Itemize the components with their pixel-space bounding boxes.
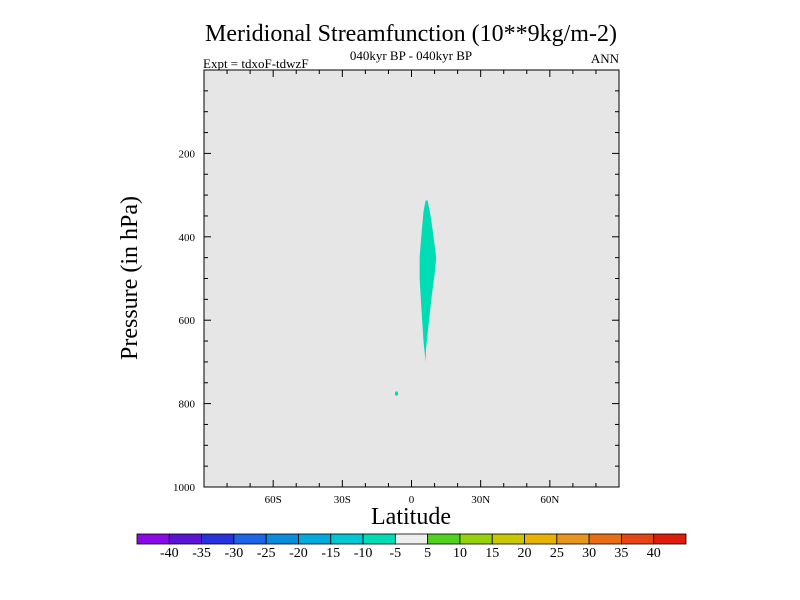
colorbar: -40 -35 -30 -25 -20 -15 -10 -5 5 10 15 20 25 30 35 40 bbox=[136, 533, 687, 561]
colorbar-label: 20 bbox=[518, 546, 532, 561]
plot-background bbox=[204, 70, 619, 487]
chart-title: Meridional Streamfunction (10**9kg/m-2) bbox=[205, 21, 617, 47]
plot-area bbox=[203, 69, 620, 488]
chart-subtitle: 040kyr BP - 040kyr BP bbox=[350, 48, 472, 63]
colorbar-swatch bbox=[491, 533, 525, 545]
colorbar-swatch bbox=[330, 533, 364, 545]
small-negative-blob bbox=[394, 391, 399, 396]
experiment-label: Expt = tdxoF-tdwzF bbox=[203, 56, 309, 71]
colorbar-label: 35 bbox=[614, 546, 628, 561]
y-tick-label: 600 bbox=[179, 315, 196, 327]
x-tick-label: 0 bbox=[409, 494, 415, 506]
colorbar-label: 25 bbox=[550, 546, 564, 561]
colorbar-swatch bbox=[298, 533, 332, 545]
x-axis: 60S 30S 0 30N 60N bbox=[203, 70, 620, 506]
colorbar-swatch bbox=[653, 533, 687, 545]
y-tick-label: 200 bbox=[179, 148, 196, 160]
colorbar-swatch bbox=[201, 533, 235, 545]
colorbar-label: -5 bbox=[390, 546, 402, 561]
y-axis-label: Pressure (in hPa) bbox=[117, 196, 143, 360]
colorbar-label: -20 bbox=[289, 546, 308, 561]
y-tick-label: 400 bbox=[179, 232, 196, 244]
colorbar-swatch bbox=[427, 533, 461, 545]
y-axis: 200 400 600 800 1000 bbox=[173, 69, 619, 494]
colorbar-swatch bbox=[362, 533, 396, 545]
colorbar-label: -40 bbox=[160, 546, 179, 561]
colorbar-swatch bbox=[621, 533, 655, 545]
y-tick-label: 800 bbox=[179, 399, 196, 411]
colorbar-label: 5 bbox=[424, 546, 431, 561]
colorbar-label: 30 bbox=[582, 546, 596, 561]
season-label: ANN bbox=[591, 51, 620, 66]
colorbar-label: 40 bbox=[647, 546, 661, 561]
colorbar-label: -15 bbox=[321, 546, 340, 561]
colorbar-swatch bbox=[394, 533, 429, 545]
x-tick-label: 60N bbox=[540, 494, 559, 506]
colorbar-label: -10 bbox=[354, 546, 373, 561]
colorbar-swatch bbox=[168, 533, 202, 545]
colorbar-swatch bbox=[524, 533, 558, 545]
x-tick-label: 30N bbox=[471, 494, 490, 506]
colorbar-swatch bbox=[233, 533, 267, 545]
colorbar-swatch bbox=[588, 533, 622, 545]
colorbar-swatch bbox=[459, 533, 493, 545]
colorbar-label: 15 bbox=[485, 546, 499, 561]
negative-cell bbox=[419, 200, 437, 362]
x-axis-label: Latitude bbox=[371, 504, 451, 530]
colorbar-label: -30 bbox=[225, 546, 244, 561]
colorbar-swatch bbox=[556, 533, 590, 545]
colorbar-swatch bbox=[265, 533, 299, 545]
x-tick-label: 60S bbox=[265, 494, 282, 506]
colorbar-swatch bbox=[136, 533, 170, 545]
colorbar-label: -25 bbox=[257, 546, 276, 561]
y-tick-label: 1000 bbox=[173, 482, 196, 494]
x-tick-label: 30S bbox=[334, 494, 351, 506]
colorbar-label: -35 bbox=[192, 546, 211, 561]
colorbar-label: 10 bbox=[453, 546, 467, 561]
